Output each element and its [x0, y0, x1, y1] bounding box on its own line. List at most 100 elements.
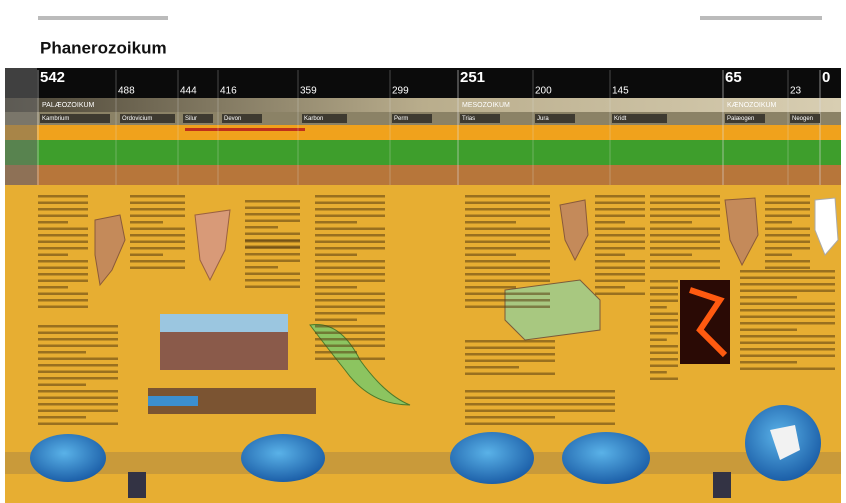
text-line: [465, 299, 550, 302]
text-line: [650, 247, 720, 250]
text-line: [130, 247, 185, 250]
text-line: [650, 378, 678, 381]
text-line: [650, 352, 678, 355]
text-line: [465, 306, 550, 309]
text-line: [130, 267, 185, 270]
text-line: [650, 202, 720, 205]
text-line: [38, 390, 118, 393]
text-line: [38, 293, 88, 296]
text-line: [38, 325, 118, 328]
text-line: [595, 208, 645, 211]
text-line: [315, 215, 385, 218]
book-spread: Phanerozoikum 54248844441635929925120014…: [0, 0, 846, 503]
text-line: [740, 316, 835, 319]
text-line: [595, 247, 645, 250]
text-line: [740, 322, 835, 325]
period-label: Perm: [394, 116, 408, 122]
age-label: 0: [822, 69, 830, 86]
text-line: [595, 221, 625, 224]
text-line: [315, 241, 385, 244]
text-line: [650, 234, 720, 237]
text-line: [245, 226, 278, 229]
globe: [562, 432, 650, 484]
text-line: [595, 267, 645, 270]
text-line: [650, 313, 678, 316]
page-title: Phanerozoikum: [40, 38, 167, 57]
qr-code: [128, 472, 146, 498]
text-line: [465, 416, 555, 419]
text-line: [245, 253, 300, 256]
text-line: [130, 195, 185, 198]
text-line: [650, 254, 692, 257]
text-line: [315, 221, 357, 224]
text-line: [465, 366, 519, 369]
text-line: [740, 296, 797, 299]
text-line: [315, 260, 385, 263]
text-line: [740, 277, 835, 280]
text-line: [465, 254, 516, 257]
text-line: [130, 241, 185, 244]
text-line: [650, 195, 720, 198]
text-line: [740, 355, 835, 358]
text-line: [595, 286, 625, 289]
text-line: [765, 228, 810, 231]
text-line: [130, 215, 185, 218]
text-line: [650, 221, 692, 224]
text-line: [38, 338, 118, 341]
era-label: KÆNOZOIKUM: [727, 102, 777, 109]
text-line: [465, 215, 550, 218]
text-line: [465, 228, 550, 231]
period-label: Jura: [537, 116, 549, 122]
text-line: [465, 423, 615, 426]
text-line: [595, 228, 645, 231]
age-label: 359: [300, 86, 317, 97]
text-line: [38, 234, 88, 237]
text-line: [650, 306, 667, 309]
text-line: [740, 368, 835, 371]
age-label: 444: [180, 86, 197, 97]
text-line: [650, 267, 720, 270]
text-line: [465, 234, 550, 237]
text-line: [245, 279, 300, 282]
text-line: [38, 423, 118, 426]
text-line: [245, 247, 300, 250]
text-line: [465, 347, 555, 350]
text-line: [765, 260, 810, 263]
text-line: [38, 267, 88, 270]
text-line: [38, 410, 118, 413]
text-line: [38, 384, 86, 387]
text-line: [245, 220, 300, 223]
text-line: [130, 228, 185, 231]
text-line: [465, 360, 555, 363]
text-line: [38, 299, 88, 302]
text-line: [315, 325, 385, 328]
text-line: [38, 358, 118, 361]
running-head: [38, 16, 168, 20]
text-line: [38, 351, 86, 354]
text-line: [38, 202, 88, 205]
text-line: [765, 208, 810, 211]
text-line: [650, 280, 678, 283]
text-line: [765, 254, 792, 257]
text-line: [465, 241, 550, 244]
text-line: [465, 202, 550, 205]
text-line: [38, 247, 88, 250]
text-line: [740, 348, 835, 351]
text-line: [38, 364, 118, 367]
globe: [241, 434, 325, 482]
text-line: [740, 290, 835, 293]
text-line: [245, 286, 300, 289]
text-line: [315, 208, 385, 211]
period-label: Palæogen: [727, 116, 754, 122]
text-line: [130, 260, 185, 263]
text-line: [595, 241, 645, 244]
age-label: 23: [790, 86, 802, 97]
text-line: [38, 332, 118, 335]
running-head: [700, 16, 822, 20]
text-line: [765, 202, 810, 205]
text-line: [740, 335, 835, 338]
text-line: [38, 280, 88, 283]
age-label: 65: [725, 69, 742, 86]
text-line: [740, 361, 797, 364]
block-diagram-sea: [148, 396, 198, 406]
